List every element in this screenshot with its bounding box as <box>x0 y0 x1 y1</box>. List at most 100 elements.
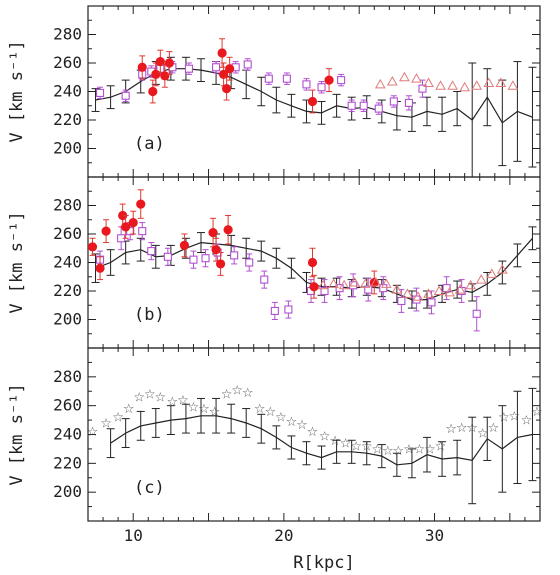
data-point-star: ☆ <box>350 440 362 455</box>
data-point-triangle <box>475 274 487 284</box>
data-point-circle <box>136 199 146 209</box>
data-point-circle <box>128 218 138 228</box>
data-point-star: ☆ <box>87 425 99 440</box>
data-point-square <box>163 252 172 261</box>
data-point-circle <box>324 75 334 85</box>
data-point-circle <box>225 64 235 74</box>
data-point-star: ☆ <box>531 405 543 420</box>
data-point-square <box>427 298 436 307</box>
data-point-star: ☆ <box>340 437 352 452</box>
panel-label: (b) <box>134 305 165 325</box>
data-point-square <box>147 247 156 256</box>
data-point-star: ☆ <box>275 411 287 426</box>
data-point-circle <box>307 257 318 268</box>
data-point-triangle <box>380 278 392 288</box>
data-point-circle <box>219 69 229 79</box>
y-tick-label: 240 <box>53 82 82 101</box>
data-point-circle <box>179 240 190 250</box>
data-point-circle <box>151 69 161 79</box>
y-axis-label: V [km s⁻¹] <box>7 211 27 313</box>
data-point-circle <box>95 263 105 273</box>
y-tick-label: 280 <box>53 196 82 215</box>
data-point-circle <box>223 225 233 235</box>
y-tick-label: 200 <box>53 310 82 329</box>
data-point-circle <box>309 282 319 292</box>
data-point-triangle <box>411 73 422 83</box>
panel-1: 200 220 240 260 280 V [km s⁻¹] (a) <box>7 5 541 178</box>
data-point-star: ☆ <box>319 429 331 444</box>
data-point-circle <box>164 58 174 68</box>
data-point-triangle <box>359 278 371 288</box>
data-point-triangle <box>412 291 424 301</box>
series-filled-circle <box>137 38 334 114</box>
panel-3: 200 220 240 260 280 10 20 30 R[kpc] V [km s⁻¹] (c)… <box>7 347 543 573</box>
data-point-triangle <box>447 80 458 90</box>
y-tick-label: 280 <box>53 367 82 386</box>
data-point-star: ☆ <box>133 391 145 406</box>
series-open-triangle <box>374 71 519 92</box>
data-point-star: ☆ <box>242 386 254 401</box>
data-point-triangle <box>317 279 329 290</box>
data-point-star: ☆ <box>414 442 426 457</box>
data-point-triangle <box>423 77 434 87</box>
series-open-square <box>96 222 481 332</box>
data-point-star: ☆ <box>264 405 276 420</box>
data-point-star: ☆ <box>231 383 243 398</box>
data-point-square <box>230 251 239 260</box>
data-point-star: ☆ <box>445 422 457 437</box>
data-point-star: ☆ <box>329 434 341 449</box>
data-point-star: ☆ <box>424 442 436 457</box>
data-point-circle <box>137 62 147 72</box>
data-point-triangle <box>459 81 471 92</box>
data-point-square <box>212 63 221 72</box>
data-point-square <box>404 98 413 107</box>
data-point-triangle <box>391 284 403 294</box>
data-point-star: ☆ <box>521 414 533 429</box>
x-tick-label: 30 <box>425 526 444 545</box>
y-tick-label: 280 <box>53 25 82 44</box>
data-point-star: ☆ <box>144 388 156 403</box>
data-point-square <box>412 295 421 304</box>
data-point-triangle <box>454 284 466 294</box>
data-point-triangle <box>374 78 386 89</box>
data-point-triangle <box>386 76 398 86</box>
data-point-square <box>282 74 291 83</box>
data-point-triangle <box>444 286 455 297</box>
y-tick-label: 220 <box>53 453 82 472</box>
data-point-circle <box>211 245 221 255</box>
data-point-square <box>347 101 356 110</box>
data-point-star: ☆ <box>167 395 179 410</box>
data-point-circle <box>208 227 218 238</box>
data-point-square <box>359 101 368 110</box>
data-point-triangle <box>349 276 361 287</box>
data-point-square <box>264 74 273 83</box>
data-point-circle <box>222 84 232 94</box>
data-point-triangle <box>507 80 519 90</box>
data-point-triangle <box>328 278 339 288</box>
data-point-circle <box>307 96 318 107</box>
data-point-square <box>397 296 406 306</box>
data-point-square <box>184 64 193 73</box>
y-tick-label: 240 <box>53 253 82 272</box>
data-point-star: ☆ <box>487 421 499 436</box>
data-point-circle <box>118 210 128 221</box>
data-point-square <box>121 91 130 100</box>
series-filled-circle <box>87 189 379 299</box>
y-tick-label: 220 <box>53 110 82 129</box>
y-tick-label: 220 <box>53 281 82 300</box>
x-axis-label: R[kpc] <box>293 553 354 573</box>
series-open-triangle <box>317 264 508 301</box>
y-tick-label: 260 <box>53 224 82 243</box>
data-point-circle <box>155 56 165 67</box>
data-point-circle <box>160 71 170 81</box>
data-point-circle <box>217 48 227 58</box>
data-point-triangle <box>471 80 483 90</box>
data-point-triangle <box>370 276 382 287</box>
data-point-square <box>364 285 373 294</box>
data-point-star: ☆ <box>254 402 266 417</box>
data-point-star: ☆ <box>307 425 319 440</box>
data-point-star: ☆ <box>403 442 415 457</box>
data-point-triangle <box>435 80 446 90</box>
data-point-star: ☆ <box>188 401 200 416</box>
